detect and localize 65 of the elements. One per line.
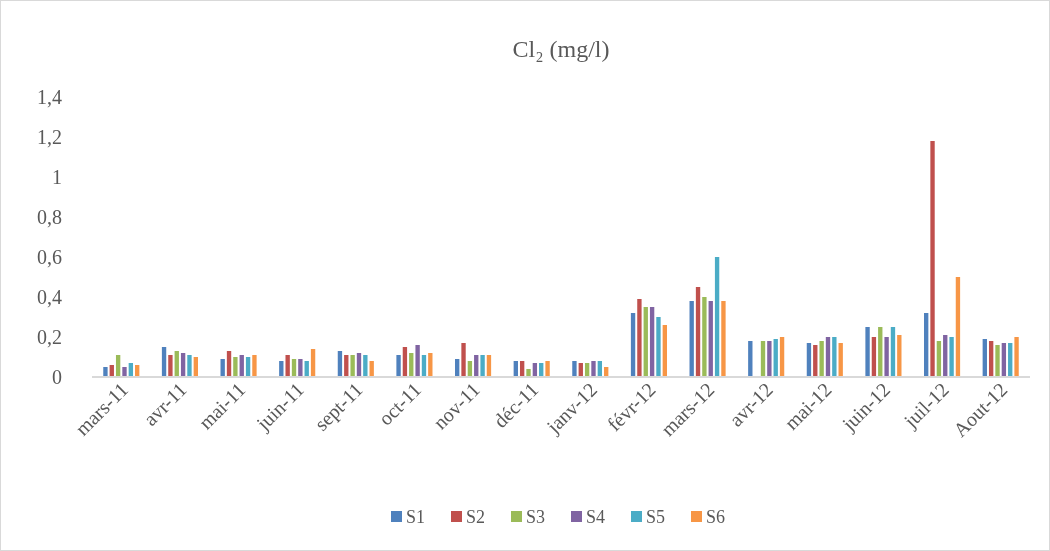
bar bbox=[708, 301, 713, 377]
bar bbox=[526, 369, 531, 377]
bar bbox=[930, 141, 935, 377]
bar bbox=[252, 355, 257, 377]
bar bbox=[1014, 337, 1019, 377]
bar bbox=[871, 337, 877, 377]
legend-label: S4 bbox=[586, 507, 606, 528]
bar bbox=[995, 345, 1000, 377]
bar bbox=[233, 357, 238, 377]
y-tick-label: 0,4 bbox=[37, 286, 62, 308]
bar bbox=[689, 301, 694, 377]
bar bbox=[878, 327, 883, 377]
legend-label: S1 bbox=[406, 507, 426, 528]
bar bbox=[285, 355, 290, 377]
bar bbox=[779, 337, 785, 377]
bar bbox=[415, 345, 420, 377]
legend-label: S5 bbox=[646, 507, 666, 528]
bar bbox=[662, 325, 667, 377]
bar bbox=[955, 277, 961, 377]
bar bbox=[545, 361, 550, 377]
bar bbox=[695, 287, 701, 377]
y-tick-label: 0,8 bbox=[37, 206, 62, 228]
bar bbox=[897, 335, 902, 377]
bar bbox=[103, 367, 108, 377]
bar bbox=[363, 355, 368, 377]
bar bbox=[630, 313, 636, 377]
legend-label: S3 bbox=[526, 507, 546, 528]
bar bbox=[649, 307, 655, 377]
bar bbox=[637, 299, 642, 377]
bar bbox=[773, 339, 778, 377]
bar bbox=[643, 307, 648, 377]
bar bbox=[461, 343, 466, 377]
bar bbox=[721, 301, 726, 377]
bar bbox=[884, 337, 889, 377]
bar bbox=[298, 359, 303, 377]
bar bbox=[168, 355, 173, 377]
bar bbox=[832, 337, 837, 377]
bar bbox=[396, 355, 401, 377]
bar bbox=[714, 257, 720, 377]
bar bbox=[656, 317, 661, 377]
bar bbox=[865, 327, 870, 377]
bar bbox=[591, 361, 596, 377]
bar bbox=[480, 355, 485, 377]
bar bbox=[943, 335, 948, 377]
y-tick-label: 1,4 bbox=[37, 86, 62, 108]
bar bbox=[767, 341, 772, 377]
bar bbox=[122, 367, 127, 377]
y-tick-label: 0,2 bbox=[37, 326, 62, 348]
bar bbox=[949, 337, 954, 377]
bar bbox=[982, 339, 987, 377]
y-tick-label: 0,6 bbox=[37, 246, 62, 268]
bar bbox=[572, 361, 577, 377]
bar bbox=[825, 337, 831, 377]
bar bbox=[890, 327, 896, 377]
y-tick-label: 1,2 bbox=[37, 126, 62, 148]
legend-label: S6 bbox=[706, 507, 726, 528]
bar bbox=[819, 341, 824, 377]
bar bbox=[924, 313, 929, 377]
y-tick-label: 1 bbox=[52, 166, 62, 188]
y-tick-label: 0 bbox=[52, 366, 62, 388]
bar bbox=[702, 297, 707, 377]
chart-title: Cl₂ (mg/l) bbox=[512, 36, 610, 62]
bar bbox=[187, 355, 192, 377]
legend-label: S2 bbox=[466, 507, 486, 528]
bar bbox=[350, 355, 355, 377]
